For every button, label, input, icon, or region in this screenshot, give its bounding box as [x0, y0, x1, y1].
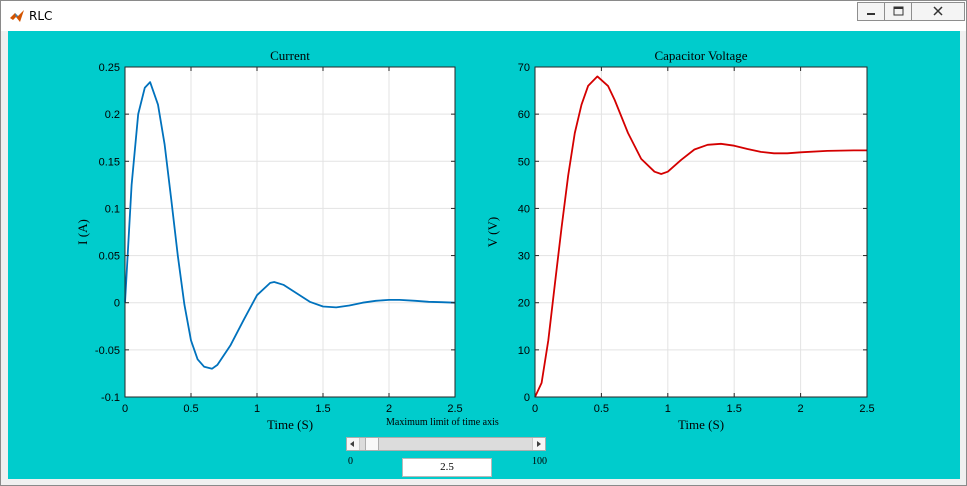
slider-left-button[interactable] [347, 438, 360, 450]
time-limit-input[interactable]: 2.5 [402, 458, 492, 477]
x-tick-label: 1.5 [727, 403, 742, 415]
chart-title: Capacitor Voltage [654, 48, 747, 63]
y-tick-label: 0 [114, 298, 120, 310]
x-tick-label: 0 [532, 403, 538, 415]
y-tick-label: 0.1 [105, 203, 120, 215]
y-tick-label: -0.1 [101, 392, 120, 404]
x-tick-label: 2.5 [859, 403, 874, 415]
x-tick-label: 1.5 [315, 403, 330, 415]
x-axis-label: Time (S) [678, 417, 724, 432]
x-tick-label: 1 [254, 403, 260, 415]
y-axis-label: V (V) [485, 217, 500, 247]
plot-background [535, 67, 867, 397]
chart-title: Current [270, 48, 310, 63]
slider-label: Maximum limit of time axis [386, 417, 499, 428]
window-title: RLC [29, 9, 53, 23]
y-tick-label: 0.15 [99, 156, 120, 168]
y-tick-label: 20 [518, 298, 530, 310]
y-tick-label: 10 [518, 345, 530, 357]
arrow-left-icon [350, 441, 354, 447]
y-tick-label: 0.05 [99, 251, 120, 263]
x-tick-label: 0 [122, 403, 128, 415]
x-tick-label: 0.5 [594, 403, 609, 415]
y-tick-label: 0 [524, 392, 530, 404]
matlab-icon [10, 10, 24, 22]
y-tick-label: 30 [518, 251, 530, 263]
minimize-button[interactable] [857, 2, 885, 21]
maximize-icon [893, 6, 904, 16]
figure-canvas: 0 0.5 1 1.5 2 2.5 -0.1 -0.05 0 0.05 0.1 0.15 0.2 0.25… [8, 31, 960, 479]
current-axes: 0 0.5 1 1.5 2 2.5 -0.1 -0.05 0 0.05 0.1 0.15 0.2 0.25… [75, 48, 463, 432]
minimize-icon [867, 13, 875, 15]
plot-background [125, 67, 455, 397]
maximize-button[interactable] [884, 2, 912, 21]
plot-frame [534, 66, 868, 398]
y-tick-label: 40 [518, 203, 530, 215]
close-button[interactable] [911, 2, 965, 21]
series-line [534, 75, 867, 398]
y-tick-label: 0.25 [99, 62, 120, 74]
slider-thumb[interactable] [365, 438, 379, 450]
voltage-axes: 0 0.5 1 1.5 2 2.5 0 10 20 30 40 50 60 70 Capacitor Vol… [485, 48, 875, 432]
close-icon [933, 6, 943, 16]
series-line [124, 81, 456, 370]
title-bar[interactable]: RLC [1, 1, 966, 31]
y-axis-label: I (A) [75, 219, 90, 245]
y-tick-label: -0.05 [95, 345, 120, 357]
y-tick-label: 60 [518, 109, 530, 121]
plot-frame [124, 66, 456, 398]
arrow-right-icon [537, 441, 541, 447]
y-tick-label: 70 [518, 62, 530, 74]
x-tick-label: 1 [665, 403, 671, 415]
x-tick-label: 2 [798, 403, 804, 415]
slider-max-label: 100 [532, 456, 547, 467]
plots-area: 0 0.5 1 1.5 2 2.5 -0.1 -0.05 0 0.05 0.1 0.15 0.2 0.25… [75, 48, 875, 432]
time-axis-slider[interactable] [346, 437, 546, 451]
y-tick-label: 0.2 [105, 109, 120, 121]
x-tick-label: 0.5 [183, 403, 198, 415]
x-tick-label: 2 [386, 403, 392, 415]
x-axis-label: Time (S) [267, 417, 313, 432]
slider-right-button[interactable] [532, 438, 545, 450]
slider-min-label: 0 [348, 456, 353, 467]
y-tick-label: 50 [518, 156, 530, 168]
x-tick-label: 2.5 [447, 403, 462, 415]
